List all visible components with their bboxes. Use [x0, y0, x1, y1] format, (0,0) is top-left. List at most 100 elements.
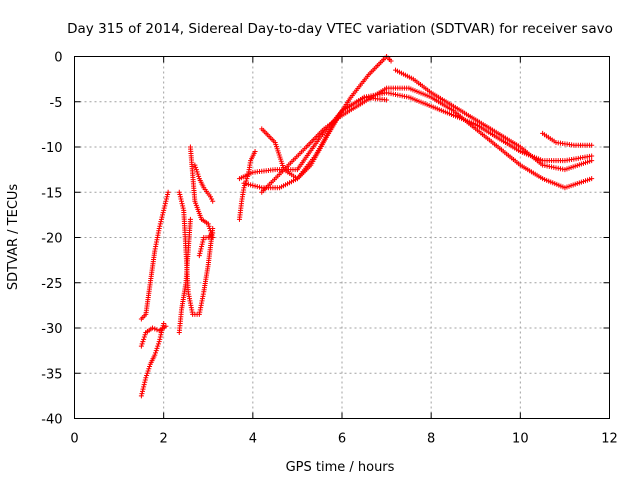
data-point [141, 384, 147, 390]
series-track-9 [236, 149, 258, 222]
data-point [144, 373, 150, 379]
data-point [180, 203, 186, 209]
y-tick-label: -15 [41, 186, 62, 201]
data-point [177, 194, 183, 200]
data-point [241, 180, 247, 186]
data-point [207, 228, 213, 234]
y-tick-labels: 0 -5 -10 -15 -20 -25 -30 -35 -40 [41, 51, 62, 428]
data-point [161, 205, 167, 211]
x-axis-label: GPS time / hours [286, 460, 395, 475]
series-track-2 [138, 189, 171, 322]
data-point [243, 181, 249, 187]
data-point [193, 164, 199, 170]
data-point [140, 386, 146, 392]
data-point [241, 185, 247, 191]
data-point [141, 336, 147, 342]
data-point [141, 382, 147, 388]
data-point [257, 184, 263, 190]
x-tick-label: 2 [160, 432, 168, 447]
data-point [250, 182, 256, 188]
y-tick-label: 0 [54, 51, 62, 66]
x-tick-labels: 0 2 4 6 8 10 12 [70, 432, 617, 447]
data-point [158, 219, 164, 225]
data-point [157, 334, 163, 340]
data-point [245, 181, 251, 187]
data-point [138, 343, 144, 349]
series-track-7 [192, 162, 216, 204]
data-point [193, 167, 199, 173]
data-point [155, 341, 161, 347]
chart-title: Day 315 of 2014, Sidereal Day-to-day VTE… [67, 21, 613, 37]
data-point [142, 379, 148, 385]
data-point [158, 216, 164, 222]
data-point [589, 158, 595, 164]
data-point [210, 198, 216, 204]
data-point [200, 237, 206, 243]
x-tick-label: 6 [338, 432, 346, 447]
series-track-3 [138, 323, 169, 349]
data-point [209, 196, 215, 202]
data-point [139, 341, 145, 347]
x-tick-label: 4 [249, 432, 257, 447]
data-point [139, 388, 145, 394]
x-tick-label: 10 [512, 432, 529, 447]
data-point [209, 232, 215, 238]
data-point [160, 210, 166, 216]
data-point [158, 332, 164, 338]
y-tick-label: -35 [41, 367, 62, 382]
x-tick-label: 8 [427, 432, 435, 447]
data-point [388, 58, 394, 64]
data-point [195, 171, 201, 177]
data-point [252, 183, 258, 189]
y-tick-label: -30 [41, 322, 62, 337]
series-track-1 [138, 320, 167, 399]
data-point [165, 192, 171, 198]
data-point [252, 149, 258, 155]
series-track-14 [393, 67, 595, 173]
data-point [144, 370, 150, 376]
data-point [180, 205, 186, 211]
data-point [196, 253, 202, 259]
data-point [141, 334, 147, 340]
data-point [589, 142, 595, 148]
data-point [150, 325, 156, 331]
x-tick-label: 0 [70, 432, 78, 447]
data-point [152, 352, 158, 358]
data-point [145, 368, 151, 374]
data-point [154, 345, 160, 351]
data-point [152, 350, 158, 356]
data-point [206, 223, 212, 229]
y-tick-label: -10 [41, 141, 62, 156]
data-point [197, 250, 203, 256]
data-point [589, 176, 595, 182]
data-point [140, 339, 146, 345]
data-point [143, 375, 149, 381]
data-point [147, 363, 153, 369]
data-point [176, 189, 182, 195]
series-track-6 [187, 144, 216, 240]
data-point [384, 97, 390, 103]
series-track-15 [540, 130, 595, 148]
data-point [162, 203, 168, 209]
y-tick-label: -25 [41, 277, 62, 292]
series-track-12 [259, 94, 390, 182]
data-point [139, 391, 145, 397]
data-point [210, 235, 216, 240]
data-point [156, 225, 162, 231]
axis-ticks [74, 56, 610, 419]
data-point [210, 230, 216, 236]
data-point [163, 198, 169, 204]
data-point [142, 377, 148, 383]
y-tick-label: -40 [41, 413, 62, 428]
data-point [152, 326, 158, 332]
data-point [179, 198, 184, 204]
data-point [177, 192, 183, 198]
y-tick-label: -20 [41, 232, 62, 247]
x-tick-label: 12 [601, 432, 618, 447]
data-point [197, 248, 203, 254]
data-point [200, 239, 206, 245]
data-point [160, 212, 166, 218]
data-point [198, 246, 204, 252]
data-point [161, 320, 167, 326]
data-point [207, 194, 213, 200]
